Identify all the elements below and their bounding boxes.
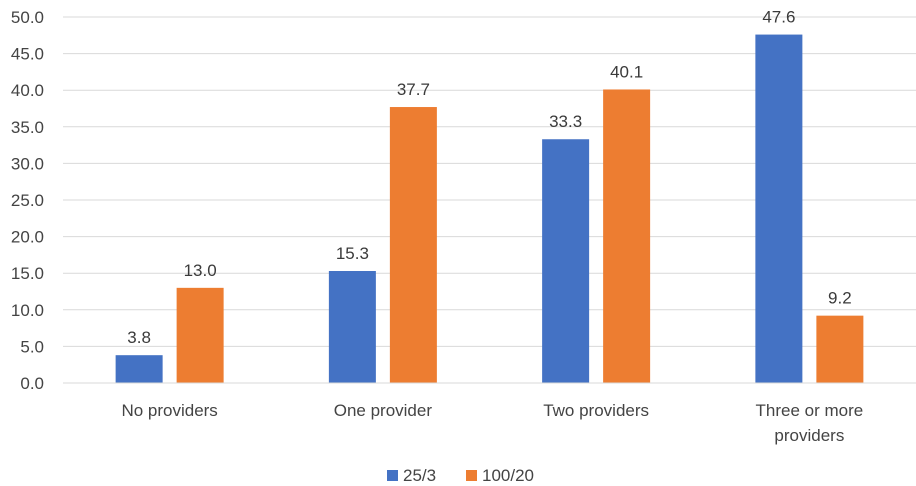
data-label: 13.0 [184, 261, 217, 280]
data-label: 33.3 [549, 112, 582, 131]
x-tick-label: One provider [334, 401, 433, 420]
y-axis: 0.0 5.0 10.0 15.0 20.0 25.0 30.0 35.0 40.0 45.0 50… [11, 8, 44, 393]
y-tick-label: 25.0 [11, 191, 44, 210]
x-tick-label: Two providers [543, 401, 649, 420]
data-label: 9.2 [828, 289, 852, 308]
x-tick-label: No providers [121, 401, 217, 420]
legend-label: 25/3 [403, 466, 436, 485]
y-tick-label: 0.0 [20, 374, 44, 393]
x-axis: No providers One provider Two providers Thr… [63, 382, 916, 445]
bars [115, 34, 864, 384]
data-label: 47.6 [762, 8, 795, 27]
bar [176, 287, 224, 383]
bar [755, 34, 803, 384]
bar [328, 271, 376, 383]
x-tick-label: providers [774, 426, 844, 445]
y-tick-label: 45.0 [11, 45, 44, 64]
data-label: 3.8 [127, 328, 151, 347]
bar [389, 107, 437, 383]
data-label: 15.3 [336, 244, 369, 263]
y-tick-label: 50.0 [11, 8, 44, 27]
bar [603, 89, 651, 383]
bar [542, 139, 590, 383]
x-tick-label: Three or more [756, 401, 864, 420]
legend-swatch [387, 470, 398, 481]
y-tick-label: 10.0 [11, 301, 44, 320]
y-tick-label: 35.0 [11, 118, 44, 137]
y-tick-label: 30.0 [11, 154, 44, 173]
y-tick-label: 15.0 [11, 264, 44, 283]
bar [816, 315, 864, 383]
legend: 25/3 100/20 [387, 466, 534, 485]
data-label: 40.1 [610, 62, 643, 81]
y-tick-label: 20.0 [11, 228, 44, 247]
data-labels: 3.8 13.0 15.3 37.7 33.3 40.1 47.6 9.2 [127, 8, 851, 348]
legend-swatch [466, 470, 477, 481]
data-label: 37.7 [397, 80, 430, 99]
y-tick-label: 5.0 [20, 337, 44, 356]
y-tick-label: 40.0 [11, 81, 44, 100]
legend-label: 100/20 [482, 466, 534, 485]
bar [115, 355, 163, 383]
